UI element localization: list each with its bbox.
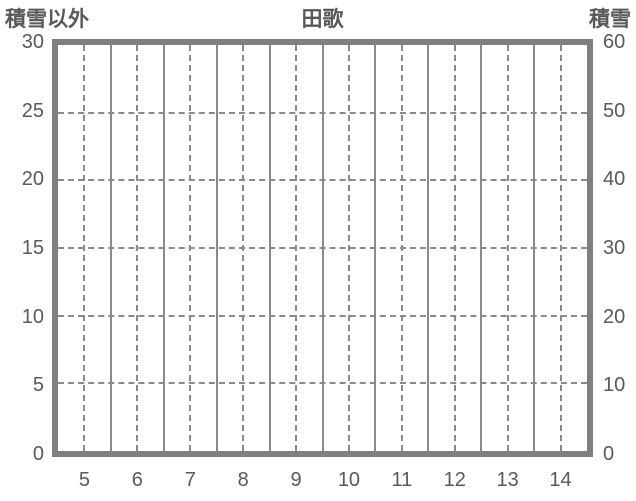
gridline-horizontal-dashed — [58, 179, 587, 182]
gridline-horizontal-dashed — [58, 314, 587, 317]
x-axis-tick-label: 12 — [443, 469, 466, 491]
right-axis-title: 積雪 — [589, 8, 631, 31]
x-axis-tick-label: 14 — [549, 469, 572, 491]
left-axis-tick-label: 15 — [21, 237, 44, 259]
right-axis-tick-label: 40 — [603, 168, 626, 191]
x-axis-tick-label: 6 — [131, 469, 143, 491]
right-axis-tick-label: 10 — [603, 374, 626, 397]
plot-area — [52, 39, 593, 457]
gridline-horizontal-dashed — [58, 247, 587, 249]
chart-title: 田歌 — [301, 8, 344, 31]
left-axis-tick-label: 25 — [21, 99, 44, 122]
x-axis-tick-label: 13 — [496, 469, 519, 491]
x-axis-tick-label: 10 — [337, 469, 361, 491]
right-axis-tick-label: 0 — [603, 443, 615, 465]
x-axis-tick-label: 11 — [391, 469, 413, 491]
x-axis-tick-label: 5 — [78, 469, 90, 491]
left-axis-title: 積雪以外 — [5, 8, 89, 31]
x-axis-tick-label: 8 — [237, 469, 249, 491]
right-axis-tick-label: 20 — [603, 305, 626, 328]
left-axis-tick-label: 0 — [32, 443, 44, 465]
left-axis-tick-label: 5 — [32, 374, 44, 397]
right-axis-tick-label: 50 — [603, 99, 626, 122]
left-axis-tick-label: 20 — [21, 168, 44, 191]
right-axis-tick-label: 60 — [603, 31, 626, 53]
left-axis-tick-label: 30 — [21, 31, 44, 53]
gridline-horizontal-dashed — [58, 111, 587, 114]
x-axis-tick-label: 7 — [184, 469, 196, 491]
right-axis-tick-label: 30 — [603, 237, 626, 259]
left-axis-tick-label: 10 — [21, 305, 44, 328]
x-axis-tick-label: 9 — [290, 469, 302, 491]
gridline-horizontal-dashed — [58, 382, 587, 385]
